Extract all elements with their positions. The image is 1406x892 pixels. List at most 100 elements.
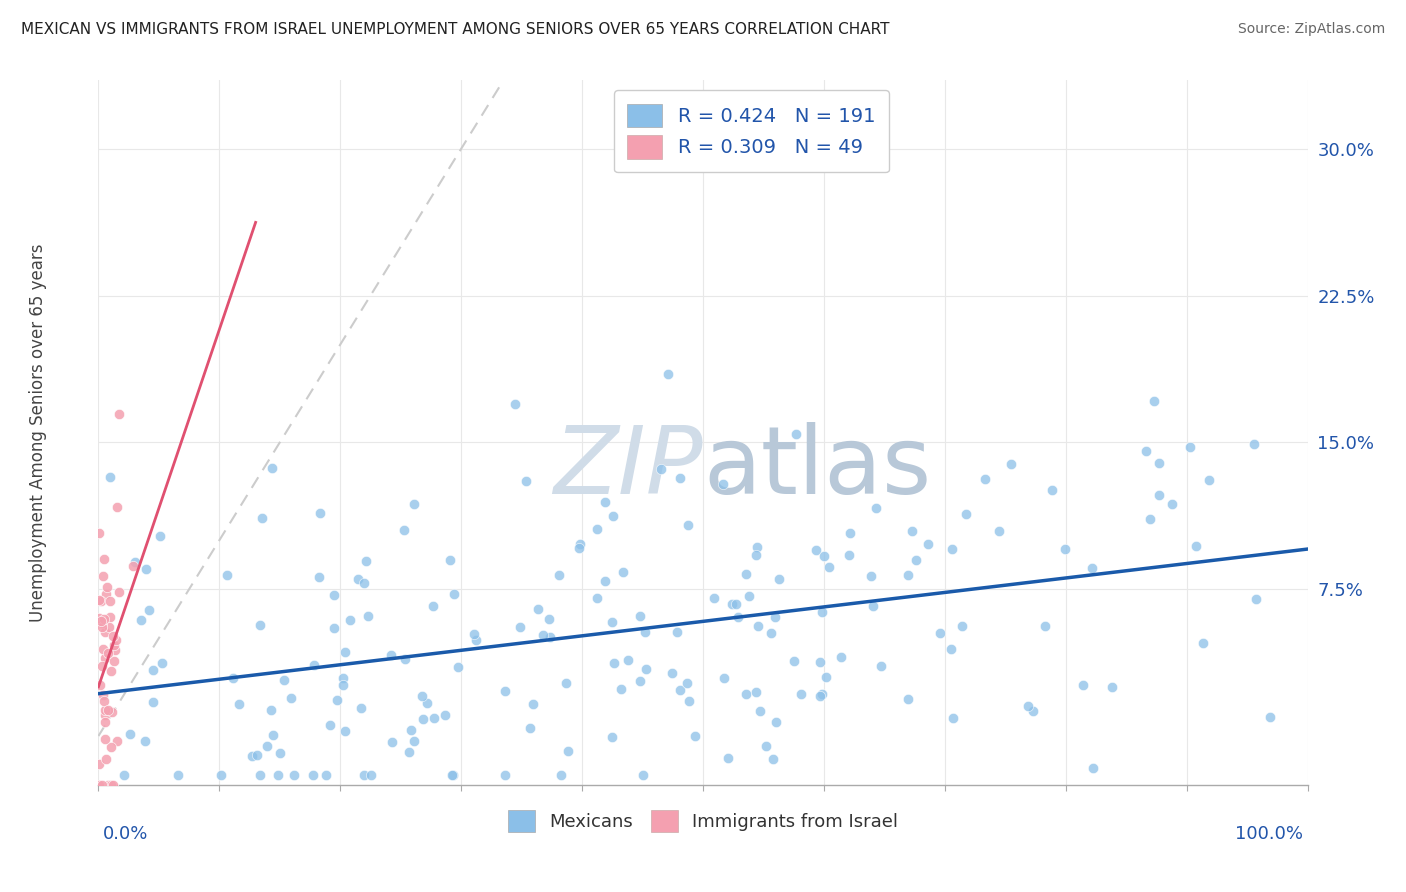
Point: [804, 542, 827, 557]
Point: [1071, 678, 1094, 692]
Point: [703, 591, 725, 606]
Point: [610, 681, 633, 696]
Point: [676, 676, 699, 690]
Text: 100.0%: 100.0%: [1236, 825, 1303, 843]
Point: [349, 701, 371, 715]
Point: [1081, 561, 1104, 575]
Point: [942, 711, 965, 725]
Point: [103, 654, 125, 668]
Point: [783, 654, 806, 668]
Point: [249, 618, 271, 632]
Point: [713, 671, 735, 685]
Text: Source: ZipAtlas.com: Source: ZipAtlas.com: [1237, 22, 1385, 37]
Text: MEXICAN VS IMMIGRANTS FROM ISRAEL UNEMPLOYMENT AMONG SENIORS OVER 65 YEARS CORRE: MEXICAN VS IMMIGRANTS FROM ISRAEL UNEMPL…: [21, 22, 890, 37]
Point: [89, 593, 111, 607]
Point: [631, 768, 654, 782]
Point: [394, 652, 416, 666]
Point: [108, 407, 131, 421]
Point: [315, 768, 337, 782]
Point: [768, 572, 790, 586]
Point: [657, 367, 679, 381]
Point: [725, 597, 748, 611]
Point: [91, 641, 114, 656]
Point: [93, 552, 115, 566]
Point: [332, 678, 354, 692]
Point: [600, 615, 623, 629]
Point: [463, 627, 485, 641]
Point: [273, 673, 295, 688]
Point: [901, 524, 924, 538]
Point: [149, 529, 172, 543]
Point: [347, 573, 370, 587]
Point: [89, 610, 111, 624]
Point: [870, 659, 893, 673]
Point: [249, 768, 271, 782]
Point: [817, 559, 839, 574]
Point: [308, 507, 330, 521]
Point: [93, 707, 115, 722]
Point: [333, 724, 356, 739]
Point: [357, 609, 380, 624]
Point: [411, 689, 433, 703]
Point: [93, 732, 115, 747]
Point: [263, 728, 285, 742]
Point: [87, 526, 110, 541]
Point: [665, 625, 688, 640]
Point: [323, 588, 346, 602]
Point: [91, 568, 114, 582]
Point: [917, 537, 939, 551]
Point: [90, 778, 112, 792]
Point: [100, 778, 122, 792]
Point: [89, 757, 111, 772]
Point: [830, 649, 852, 664]
Point: [332, 671, 354, 685]
Point: [897, 691, 920, 706]
Point: [1139, 512, 1161, 526]
Point: [94, 715, 117, 730]
Point: [93, 694, 115, 708]
Point: [280, 691, 302, 706]
Point: [762, 752, 785, 766]
Point: [112, 768, 135, 782]
Point: [494, 768, 516, 782]
Point: [661, 665, 683, 680]
Text: Unemployment Among Seniors over 65 years: Unemployment Among Seniors over 65 years: [30, 244, 46, 622]
Point: [515, 475, 537, 489]
Point: [93, 612, 115, 626]
Point: [209, 768, 232, 782]
Point: [593, 574, 616, 588]
Point: [838, 548, 860, 562]
Point: [121, 558, 143, 573]
Point: [90, 614, 112, 628]
Point: [1143, 394, 1166, 409]
Point: [519, 721, 541, 735]
Point: [929, 626, 952, 640]
Point: [381, 735, 404, 749]
Point: [602, 656, 624, 670]
Point: [308, 570, 330, 584]
Point: [538, 612, 561, 626]
Point: [96, 580, 118, 594]
Point: [745, 684, 768, 698]
Point: [1147, 456, 1170, 470]
Point: [103, 629, 125, 643]
Point: [1101, 680, 1123, 694]
Point: [217, 567, 239, 582]
Point: [1147, 488, 1170, 502]
Point: [509, 620, 531, 634]
Point: [129, 614, 152, 628]
Point: [252, 511, 274, 525]
Point: [735, 566, 758, 581]
Point: [1135, 444, 1157, 458]
Point: [955, 507, 977, 521]
Point: [765, 714, 787, 729]
Point: [150, 656, 173, 670]
Point: [865, 501, 887, 516]
Point: [941, 542, 963, 557]
Point: [260, 703, 283, 717]
Point: [269, 746, 291, 760]
Point: [568, 537, 591, 551]
Point: [89, 678, 111, 692]
Point: [283, 768, 305, 782]
Point: [683, 729, 706, 743]
